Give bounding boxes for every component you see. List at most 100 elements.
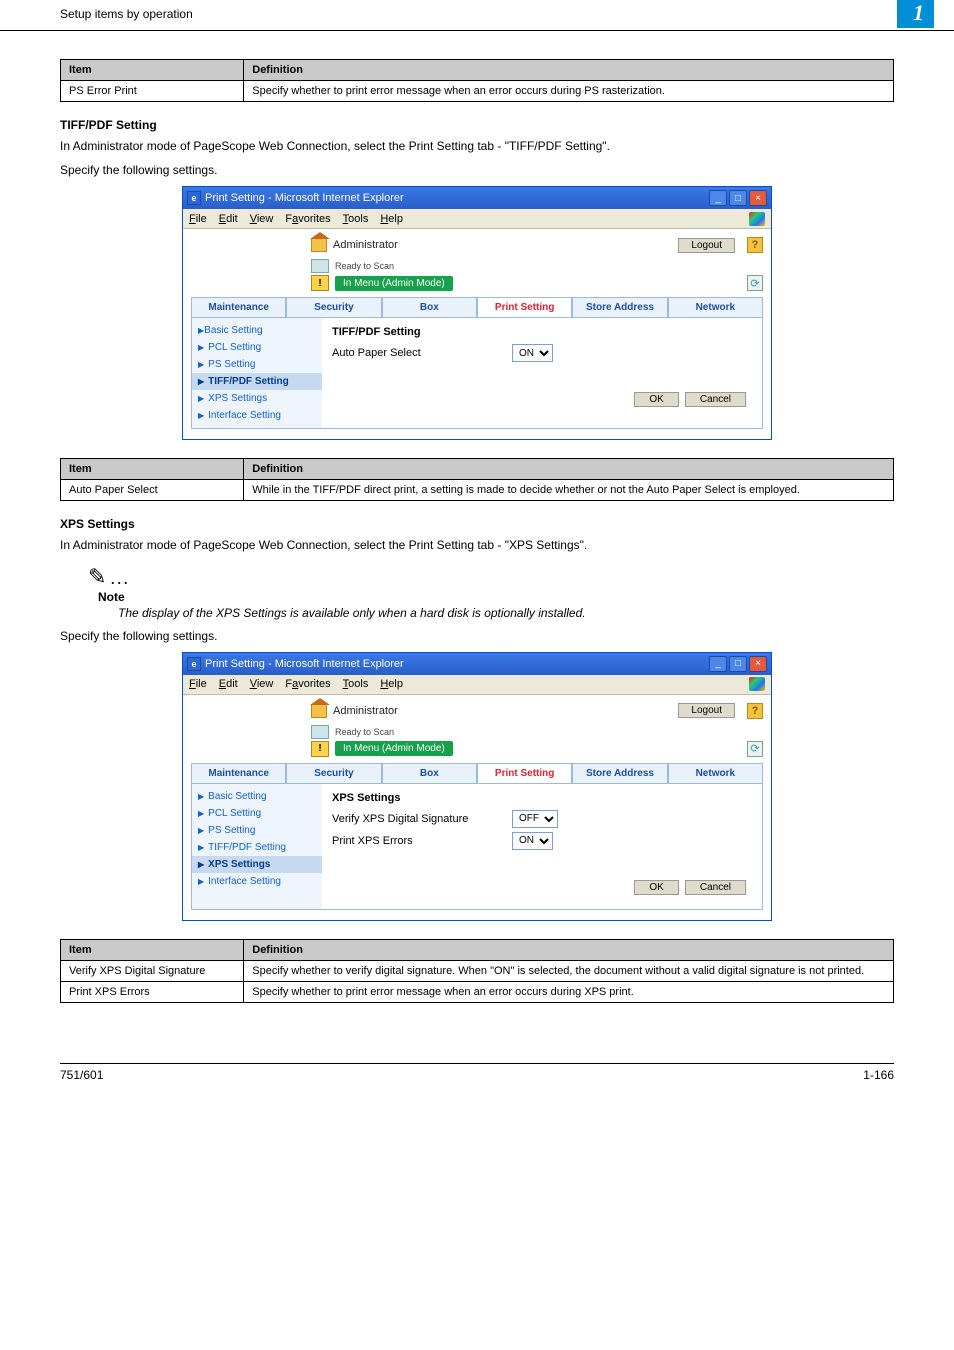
tab-store-address[interactable]: Store Address xyxy=(572,763,667,784)
ie-logo-icon: e xyxy=(187,191,201,205)
nav-basic-setting[interactable]: ▶Basic Setting xyxy=(192,322,322,339)
logout-button[interactable]: Logout xyxy=(678,703,735,718)
chevron-right-icon: ▶ xyxy=(198,877,204,886)
status-text: Ready to Scan xyxy=(335,727,394,737)
nav-tiffpdf-setting[interactable]: ▶TIFF/PDF Setting xyxy=(192,373,322,390)
home-icon xyxy=(311,704,327,718)
refresh-icon[interactable]: ⟳ xyxy=(747,741,763,757)
menu-edit[interactable]: Edit xyxy=(219,213,238,225)
ie-flag-icon xyxy=(749,677,765,691)
nav-ps-setting[interactable]: ▶PS Setting xyxy=(192,822,322,839)
table-cell-item: Auto Paper Select xyxy=(61,480,244,501)
ie-titlebar: e Print Setting - Microsoft Internet Exp… xyxy=(183,187,771,209)
cancel-button[interactable]: Cancel xyxy=(685,880,746,895)
admin-label: Administrator xyxy=(333,705,398,717)
nav-tiffpdf-setting[interactable]: ▶TIFF/PDF Setting xyxy=(192,839,322,856)
mode-row: ! In Menu (Admin Mode) ⟳ xyxy=(311,741,763,757)
table-cell-definition: Specify whether to verify digital signat… xyxy=(244,960,894,981)
menu-help[interactable]: Help xyxy=(380,678,403,690)
menu-file[interactable]: File xyxy=(189,678,207,690)
ie-body: Administrator Logout ? Ready to Scan ! I… xyxy=(183,229,771,439)
menu-edit[interactable]: Edit xyxy=(219,678,238,690)
page-footer: 751/601 1-166 xyxy=(60,1063,894,1082)
ie-window-tiffpdf: e Print Setting - Microsoft Internet Exp… xyxy=(182,186,772,440)
tab-security[interactable]: Security xyxy=(286,297,381,318)
menu-file[interactable]: File xyxy=(189,213,207,225)
nav-ps-setting[interactable]: ▶PS Setting xyxy=(192,356,322,373)
tab-print-setting[interactable]: Print Setting xyxy=(477,763,572,784)
table-row: PS Error Print Specify whether to print … xyxy=(61,81,894,102)
section-paragraph: In Administrator mode of PageScope Web C… xyxy=(60,138,894,154)
ok-button[interactable]: OK xyxy=(634,392,678,407)
tab-network[interactable]: Network xyxy=(668,763,763,784)
form-row: Verify XPS Digital Signature OFF xyxy=(332,810,752,828)
tab-maintenance[interactable]: Maintenance xyxy=(191,297,286,318)
nav-pcl-setting[interactable]: ▶PCL Setting xyxy=(192,805,322,822)
nav-xps-settings[interactable]: ▶XPS Settings xyxy=(192,390,322,407)
minimize-button[interactable]: _ xyxy=(709,190,727,206)
admin-row: Administrator Logout ? xyxy=(311,703,763,719)
menu-favorites[interactable]: Favorites xyxy=(285,678,330,690)
tab-security[interactable]: Security xyxy=(286,763,381,784)
chevron-right-icon: ▶ xyxy=(198,860,204,869)
tab-maintenance[interactable]: Maintenance xyxy=(191,763,286,784)
nav-label: XPS Settings xyxy=(208,393,267,404)
menu-help[interactable]: Help xyxy=(380,213,403,225)
chevron-right-icon: ▶ xyxy=(198,377,204,386)
auto-paper-select-dropdown[interactable]: ON xyxy=(512,344,553,362)
definition-table-xps: Item Definition Verify XPS Digital Signa… xyxy=(60,939,894,1003)
nav-interface-setting[interactable]: ▶ Interface Setting xyxy=(192,873,322,890)
ie-logo-icon: e xyxy=(187,657,201,671)
help-icon[interactable]: ? xyxy=(747,237,763,253)
nav-label: PCL Setting xyxy=(208,342,261,353)
table-cell-item: PS Error Print xyxy=(61,81,244,102)
nav-label: Basic Setting xyxy=(204,325,262,336)
section-heading-xps: XPS Settings xyxy=(60,517,894,531)
maximize-button[interactable]: □ xyxy=(729,656,747,672)
status-text: Ready to Scan xyxy=(335,261,394,271)
menu-tools[interactable]: Tools xyxy=(343,213,369,225)
note-text: The display of the XPS Settings is avail… xyxy=(118,606,894,620)
mode-indicator: In Menu (Admin Mode) xyxy=(335,741,453,756)
nav-xps-settings[interactable]: ▶XPS Settings xyxy=(192,856,322,873)
tab-box[interactable]: Box xyxy=(382,763,477,784)
tab-store-address[interactable]: Store Address xyxy=(572,297,667,318)
tab-box[interactable]: Box xyxy=(382,297,477,318)
footer-left: 751/601 xyxy=(60,1068,103,1082)
tab-print-setting[interactable]: Print Setting xyxy=(477,297,572,318)
table-header-item: Item xyxy=(61,459,244,480)
ie-menubar: File Edit View Favorites Tools Help xyxy=(183,209,771,229)
help-icon[interactable]: ? xyxy=(747,703,763,719)
main-heading: XPS Settings xyxy=(332,792,752,804)
menu-view[interactable]: View xyxy=(250,213,274,225)
table-header-item: Item xyxy=(61,60,244,81)
menu-view[interactable]: View xyxy=(250,678,274,690)
nav-interface-setting[interactable]: ▶Interface Setting xyxy=(192,407,322,424)
panel: ▶Basic Setting ▶PCL Setting ▶PS Setting … xyxy=(191,784,763,910)
tab-network[interactable]: Network xyxy=(668,297,763,318)
refresh-icon[interactable]: ⟳ xyxy=(747,275,763,291)
minimize-button[interactable]: _ xyxy=(709,656,727,672)
note-icon: ✎... xyxy=(88,564,130,589)
tab-bar: Maintenance Security Box Print Setting S… xyxy=(191,763,763,784)
nav-basic-setting[interactable]: ▶Basic Setting xyxy=(192,788,322,805)
print-xps-errors-dropdown[interactable]: ON xyxy=(512,832,553,850)
side-nav: ▶Basic Setting ▶PCL Setting ▶PS Setting … xyxy=(192,784,322,909)
maximize-button[interactable]: □ xyxy=(729,190,747,206)
table-header-definition: Definition xyxy=(244,459,894,480)
nav-pcl-setting[interactable]: ▶PCL Setting xyxy=(192,339,322,356)
chevron-right-icon: ▶ xyxy=(198,360,204,369)
ie-body: Administrator Logout ? Ready to Scan ! I… xyxy=(183,695,771,920)
nav-label: Interface Setting xyxy=(208,876,281,887)
menu-favorites[interactable]: Favorites xyxy=(285,213,330,225)
logout-button[interactable]: Logout xyxy=(678,238,735,253)
button-row: OK Cancel xyxy=(332,392,746,407)
menu-tools[interactable]: Tools xyxy=(343,678,369,690)
close-button[interactable]: × xyxy=(749,656,767,672)
ok-button[interactable]: OK xyxy=(634,880,678,895)
admin-label: Administrator xyxy=(333,239,398,251)
cancel-button[interactable]: Cancel xyxy=(685,392,746,407)
warning-icon: ! xyxy=(311,741,329,757)
verify-xps-signature-dropdown[interactable]: OFF xyxy=(512,810,558,828)
close-button[interactable]: × xyxy=(749,190,767,206)
